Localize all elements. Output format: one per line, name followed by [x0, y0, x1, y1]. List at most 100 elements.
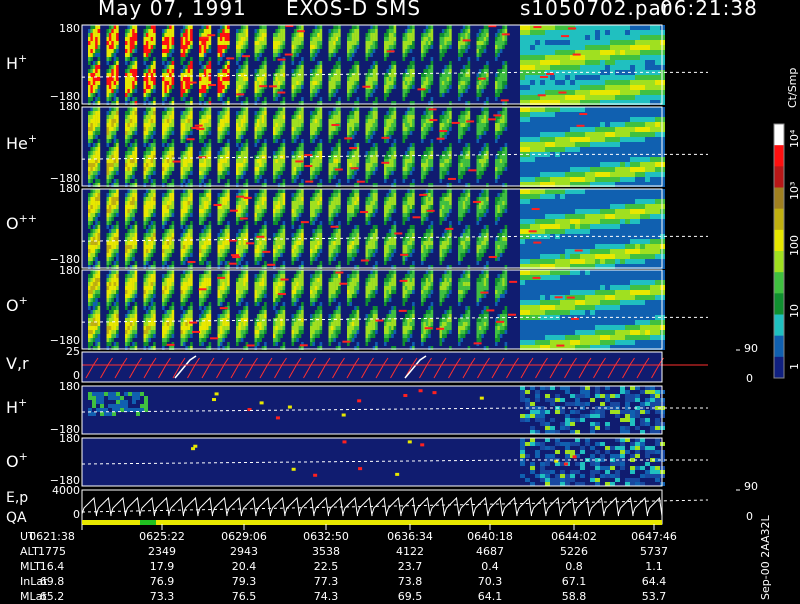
heatmap-cell [388, 123, 392, 127]
heatmap-cell [113, 61, 117, 65]
heatmap-cell [92, 233, 96, 237]
heatmap-cell [421, 37, 424, 41]
heatmap-cell [180, 135, 184, 139]
heatmap-cell [610, 127, 615, 132]
heatmap-cell [127, 189, 130, 193]
heatmap-cell [312, 37, 315, 41]
heatmap-cell [108, 37, 112, 41]
heatmap-cell [312, 77, 315, 81]
heatmap-cell [370, 155, 373, 159]
heatmap-cell [95, 25, 98, 29]
heatmap-cell [338, 61, 341, 65]
heatmap-cell [238, 131, 241, 135]
heatmap-cell [462, 81, 466, 85]
heatmap-cell [354, 127, 357, 131]
heatmap-cell [428, 183, 431, 187]
heatmap-cell [465, 155, 468, 159]
heatmap-cell [296, 111, 299, 115]
heatmap-cell [92, 101, 96, 105]
heatmap-cell [282, 45, 286, 49]
heatmap-cell [129, 147, 133, 151]
heatmap-cell [497, 81, 500, 85]
heatmap-cell [208, 25, 212, 29]
heatmap-cell [97, 93, 101, 97]
heatmap-cell [535, 167, 540, 172]
heatmap-cell [254, 171, 258, 175]
heatmap-cell [201, 41, 204, 45]
heatmap-cell [190, 143, 193, 147]
heatmap-cell [143, 89, 147, 93]
heatmap-cell [95, 175, 98, 179]
heatmap-cell [150, 33, 154, 37]
heatmap-cell [486, 183, 489, 187]
heatmap-cell [90, 77, 93, 81]
heatmap-cell [595, 75, 600, 80]
heatmap-cell [365, 93, 369, 97]
heatmap-cell [164, 37, 167, 41]
heatmap-cell [243, 33, 246, 37]
heatmap-cell [460, 131, 463, 135]
heatmap-cell [467, 159, 471, 163]
heatmap-cell [201, 119, 204, 123]
heatmap-cell [347, 127, 350, 131]
heatmap-cell [245, 143, 249, 147]
heatmap-cell [317, 41, 320, 45]
heatmap-cell [201, 179, 204, 183]
heatmap-cell [504, 65, 508, 69]
heatmap-cell [349, 37, 352, 41]
heatmap-cell [351, 163, 355, 167]
heatmap-cell [219, 147, 223, 151]
heatmap-cell [333, 175, 336, 179]
heatmap-cell [134, 81, 138, 85]
heatmap-cell [129, 225, 133, 229]
heatmap-cell [113, 53, 117, 57]
heatmap-cell [444, 85, 447, 89]
heatmap-cell [259, 53, 262, 57]
heatmap-cell [106, 257, 110, 261]
heatmap-cell [404, 53, 408, 57]
heatmap-cell [630, 152, 635, 157]
heatmap-cell [330, 159, 334, 163]
heatmap-cell [132, 151, 135, 155]
heatmap-cell [108, 115, 112, 119]
heatmap-cell [97, 89, 101, 93]
heatmap-cell [304, 154, 313, 157]
heatmap-cell [125, 175, 128, 179]
heatmap-cell [520, 182, 525, 187]
heatmap-cell [645, 162, 650, 167]
heatmap-cell [585, 85, 590, 90]
heatmap-cell [280, 33, 283, 37]
heatmap-cell [319, 139, 323, 143]
heatmap-cell [375, 183, 378, 187]
heatmap-cell [106, 77, 110, 81]
heatmap-cell [219, 73, 223, 77]
heatmap-cell [436, 137, 445, 140]
heatmap-cell [655, 50, 660, 55]
heatmap-cell [444, 29, 447, 33]
heatmap-cell [483, 151, 487, 155]
heatmap-cell [446, 151, 450, 155]
heatmap-cell [143, 241, 147, 245]
heatmap-cell [95, 245, 98, 249]
heatmap-cell [370, 65, 373, 69]
heatmap-cell [386, 159, 389, 163]
heatmap-cell [565, 142, 570, 147]
heatmap-cell [610, 100, 615, 105]
heatmap-cell [153, 89, 156, 93]
heatmap-cell [164, 175, 167, 179]
heatmap-cell [314, 131, 318, 135]
heatmap-cell [560, 80, 565, 85]
heatmap-cell [301, 45, 304, 49]
heatmap-cell [280, 119, 283, 123]
heatmap-cell [460, 127, 463, 131]
heatmap-cell [314, 159, 318, 163]
heatmap-cell [245, 25, 249, 29]
heatmap-cell [560, 162, 565, 167]
heatmap-cell [560, 177, 565, 182]
heatmap-cell [338, 77, 341, 81]
heatmap-cell [296, 119, 299, 123]
heatmap-cell [312, 57, 315, 61]
heatmap-cell [354, 131, 357, 135]
heatmap-cell [222, 159, 225, 163]
heatmap-cell [92, 167, 96, 171]
